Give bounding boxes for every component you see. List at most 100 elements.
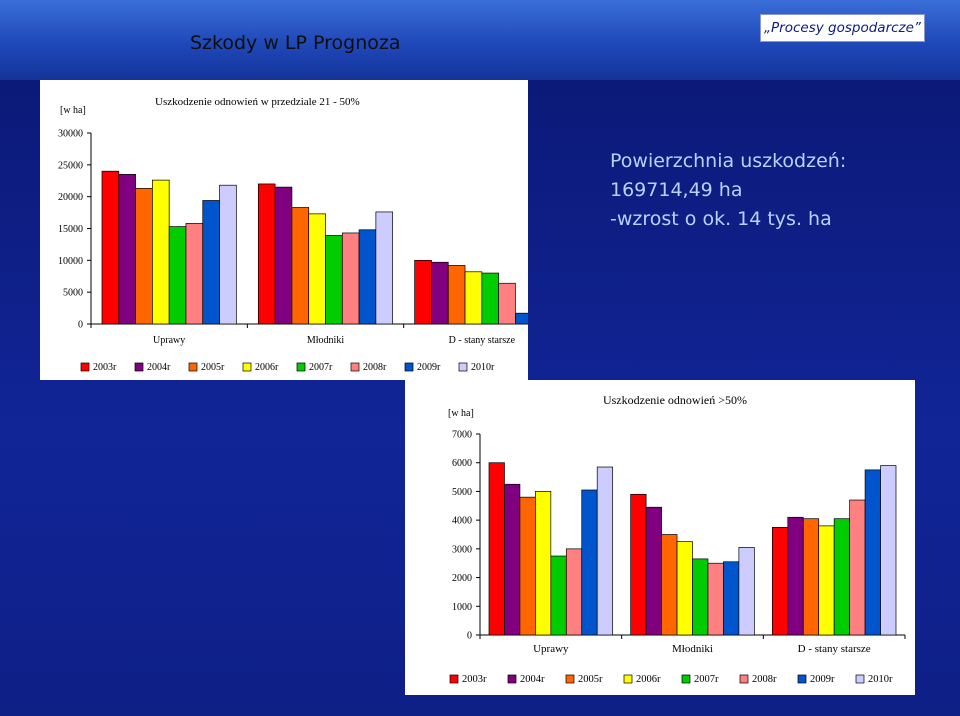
bar-2007r <box>325 235 343 325</box>
bar-2007r <box>692 558 709 636</box>
y-tick-label: 0 <box>467 631 472 642</box>
y-axis-label: [w ha] <box>60 105 86 116</box>
chart-title: Uszkodzenie odnowień >50% <box>603 393 747 407</box>
bar-2004r <box>645 506 662 636</box>
legend-swatch-2008r <box>739 674 749 684</box>
bar-2004r <box>504 483 521 636</box>
bar-2010r <box>738 547 755 636</box>
bar-2010r <box>596 466 614 636</box>
legend-label: 2003r <box>462 674 487 685</box>
bar-2007r <box>168 226 187 325</box>
bar-2007r <box>481 272 499 325</box>
chart-svg: Uszkodzenie odnowień w przedziale 21 - 5… <box>58 96 561 373</box>
bar-2005r <box>661 534 678 636</box>
legend-swatch-2010r <box>855 674 865 684</box>
bar-2005r <box>802 518 820 636</box>
x-tick-label: Uprawy <box>533 643 569 655</box>
info-text: Powierzchnia uszkodzeń: 169714,49 ha -wz… <box>610 147 846 234</box>
y-tick-label: 5000 <box>452 487 472 498</box>
y-tick-label: 6000 <box>452 458 472 469</box>
bar-2010r <box>375 211 394 325</box>
legend-label: 2007r <box>309 362 333 373</box>
legend-swatch-2004r <box>507 674 517 684</box>
info-line-3: -wzrost o ok. 14 tys. ha <box>610 208 832 230</box>
bar-2009r <box>581 489 598 636</box>
y-tick-label: 20000 <box>58 192 83 203</box>
legend-label: 2005r <box>578 674 603 685</box>
legend-label: 2003r <box>93 362 117 373</box>
y-tick-label: 15000 <box>58 224 83 235</box>
bar-2003r <box>488 462 505 636</box>
legend-swatch-2007r <box>296 362 306 372</box>
chart-damage-21-50: Uszkodzenie odnowień w przedziale 21 - 5… <box>40 80 561 380</box>
legend-swatch-2010r <box>458 362 468 372</box>
bar-2005r <box>291 207 310 325</box>
legend-label: 2006r <box>255 362 279 373</box>
legend-swatch-2005r <box>188 362 198 372</box>
bar-2007r <box>833 518 850 636</box>
chart-title: Uszkodzenie odnowień w przedziale 21 - 5… <box>155 96 360 108</box>
chart-damage-over-50: Uszkodzenie odnowień >50% [w ha] 0 1000 2000… <box>405 380 915 695</box>
y-tick-label: 1000 <box>452 602 472 613</box>
legend-label: 2007r <box>694 674 719 685</box>
bar-2007r <box>550 555 567 636</box>
x-tick-label: D - stany starsze <box>798 643 871 655</box>
bar-2009r <box>202 200 220 325</box>
bar-2005r <box>135 188 153 325</box>
bar-2009r <box>723 561 740 636</box>
legend-swatch-2004r <box>134 362 144 372</box>
bar-2004r <box>274 186 293 325</box>
legend-swatch-2006r <box>623 674 633 684</box>
legend-swatch-2008r <box>350 362 360 372</box>
section-tag: „Procesy gospodarcze” <box>760 14 925 42</box>
bar-2008r <box>849 499 866 636</box>
legend-swatch-2003r <box>80 362 90 372</box>
legend-swatch-2005r <box>565 674 575 684</box>
bar-2004r <box>431 261 449 325</box>
bar-2008r <box>565 548 583 636</box>
y-tick-label: 25000 <box>58 160 83 171</box>
legend-label: 2008r <box>752 674 777 685</box>
legend-swatch-2007r <box>681 674 691 684</box>
bar-2009r <box>864 469 881 636</box>
y-tick-label: 2000 <box>452 573 472 584</box>
bar-2008r <box>341 232 360 325</box>
x-tick-label: Młodniki <box>672 643 713 655</box>
bar-2009r <box>515 312 533 325</box>
y-tick-label: 3000 <box>452 544 472 555</box>
bar-2006r <box>818 525 835 636</box>
bar-2004r <box>787 516 804 636</box>
bar-2003r <box>101 170 120 325</box>
bar-2008r <box>185 223 204 325</box>
bar-2009r <box>358 229 377 325</box>
bar-2006r <box>535 491 552 636</box>
bar-2006r <box>308 213 326 325</box>
bar-2008r <box>498 282 516 325</box>
legend-label: 2005r <box>201 362 225 373</box>
bar-2006r <box>676 541 693 636</box>
bar-2005r <box>447 265 466 325</box>
legend-label: 2006r <box>636 674 661 685</box>
legend-label: 2004r <box>147 362 171 373</box>
y-tick-label: 4000 <box>452 516 472 527</box>
info-line-1: Powierzchnia uszkodzeń: <box>610 150 847 172</box>
legend-swatch-2009r <box>797 674 807 684</box>
bar-2006r <box>464 271 483 325</box>
slide-title: Szkody w LP Prognoza <box>190 32 401 54</box>
bar-2003r <box>771 526 789 636</box>
legend-label: 2008r <box>363 362 387 373</box>
legend-swatch-2009r <box>404 362 414 372</box>
x-tick-label: Uprawy <box>153 335 185 346</box>
legend-label: 2010r <box>868 674 893 685</box>
bar-2010r <box>880 465 897 636</box>
y-tick-label: 5000 <box>63 288 83 299</box>
x-tick-label: D - stany starsze <box>449 335 516 346</box>
y-tick-label: 0 <box>78 320 83 331</box>
bar-2003r <box>257 183 276 325</box>
legend-swatch-2006r <box>242 362 252 372</box>
x-tick-label: Młodniki <box>307 335 344 346</box>
bar-2003r <box>414 259 432 325</box>
bar-2010r <box>219 184 237 325</box>
legend-swatch-2003r <box>449 674 459 684</box>
y-axis-label: [w ha] <box>448 408 474 419</box>
